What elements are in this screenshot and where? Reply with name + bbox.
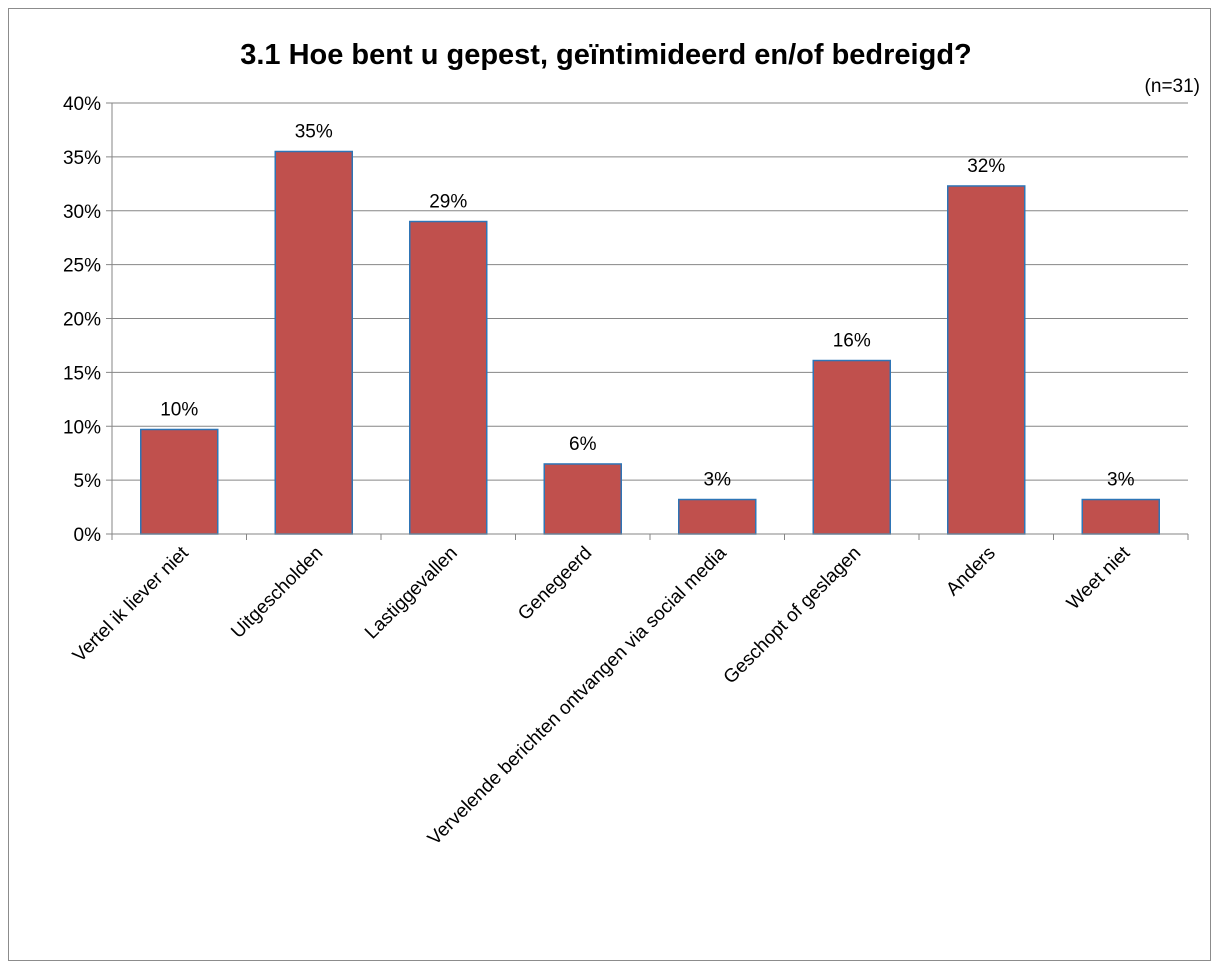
y-tick-label: 30% — [63, 202, 101, 223]
category-label: Weet niet — [1063, 542, 1135, 614]
y-tick-label: 15% — [63, 363, 101, 384]
data-label: 29% — [429, 192, 467, 213]
data-label: 16% — [833, 331, 871, 352]
sample-size-note: (n=31) — [1145, 76, 1200, 97]
y-tick-label: 10% — [63, 417, 101, 438]
data-label: 35% — [295, 121, 333, 142]
data-label: 10% — [160, 399, 198, 420]
category-label: Geschopt of geslagen — [720, 543, 866, 689]
category-label: Uitgescholden — [227, 543, 327, 643]
y-tick-label: 40% — [63, 94, 101, 115]
bar — [543, 463, 622, 535]
bar — [409, 220, 488, 535]
data-label: 32% — [967, 156, 1005, 177]
bar — [140, 428, 219, 535]
y-tick-label: 35% — [63, 148, 101, 169]
category-label: Anders — [942, 543, 999, 600]
bar — [1081, 498, 1160, 535]
category-label: Vertel ik liever niet — [69, 542, 193, 666]
y-tick-label: 25% — [63, 256, 101, 277]
bar — [678, 498, 757, 535]
y-tick-label: 20% — [63, 310, 101, 331]
chart-title: 3.1 Hoe bent u gepest, geïntimideerd en/… — [240, 39, 972, 71]
data-label: 6% — [569, 434, 597, 455]
y-tick-label: 5% — [74, 471, 102, 492]
bar — [947, 185, 1026, 535]
y-tick-label: 0% — [74, 525, 102, 546]
category-label: Vervelende berichten ontvangen via socia… — [424, 542, 731, 849]
data-label: 3% — [704, 470, 732, 491]
category-label: Genegeerd — [514, 543, 596, 625]
data-label: 3% — [1107, 470, 1135, 491]
bar — [274, 150, 353, 535]
category-label: Lastiggevallen — [361, 543, 462, 644]
bar — [812, 359, 891, 535]
